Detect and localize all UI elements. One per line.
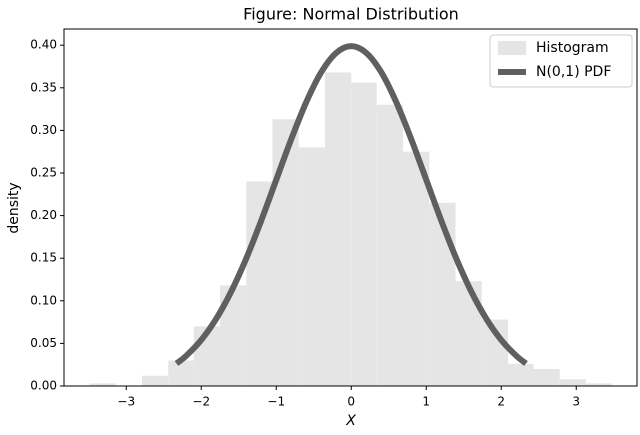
x-tick-label: 1 <box>422 395 430 409</box>
x-tick-label: −1 <box>267 395 285 409</box>
legend-label: Histogram <box>536 40 609 56</box>
histogram-bar <box>429 202 456 386</box>
chart-title: Figure: Normal Distribution <box>243 5 459 24</box>
y-tick-label: 0.10 <box>30 293 57 307</box>
x-tick-label: −3 <box>117 395 135 409</box>
y-tick-label: 0.20 <box>30 208 57 222</box>
y-tick-label: 0.00 <box>30 379 57 393</box>
x-tick-label: −2 <box>192 395 210 409</box>
x-tick-label: 0 <box>347 395 355 409</box>
y-tick-label: 0.05 <box>30 336 57 350</box>
histogram-bar <box>325 72 352 386</box>
legend-swatch <box>498 41 526 55</box>
histogram-bar <box>455 281 482 386</box>
histogram-bar <box>168 360 194 386</box>
x-tick-label: 3 <box>572 395 580 409</box>
histogram-bar <box>533 368 560 386</box>
x-tick-label: 2 <box>497 395 505 409</box>
pdf-line <box>174 43 528 366</box>
histogram-bar <box>376 104 403 386</box>
histogram-bar <box>142 375 169 386</box>
histogram-bar <box>272 119 299 386</box>
y-axis-label: density <box>6 182 22 233</box>
y-tick-label: 0.40 <box>30 38 57 52</box>
x-axis-label: X <box>345 413 356 429</box>
histogram-bar <box>298 147 325 386</box>
histogram-bar <box>246 181 273 386</box>
histogram-bar <box>586 383 613 386</box>
histogram-bar <box>89 383 116 386</box>
histogram-bar <box>508 363 534 386</box>
legend-label: N(0,1) PDF <box>536 64 611 80</box>
y-tick-label: 0.35 <box>30 80 57 94</box>
histogram-bar <box>403 151 430 386</box>
y-tick-label: 0.25 <box>30 165 57 179</box>
histogram-bar <box>351 82 377 387</box>
histogram-bar <box>559 379 586 386</box>
y-tick-label: 0.15 <box>30 251 57 265</box>
axes-frame <box>63 28 638 387</box>
y-tick-label: 0.30 <box>30 123 57 137</box>
